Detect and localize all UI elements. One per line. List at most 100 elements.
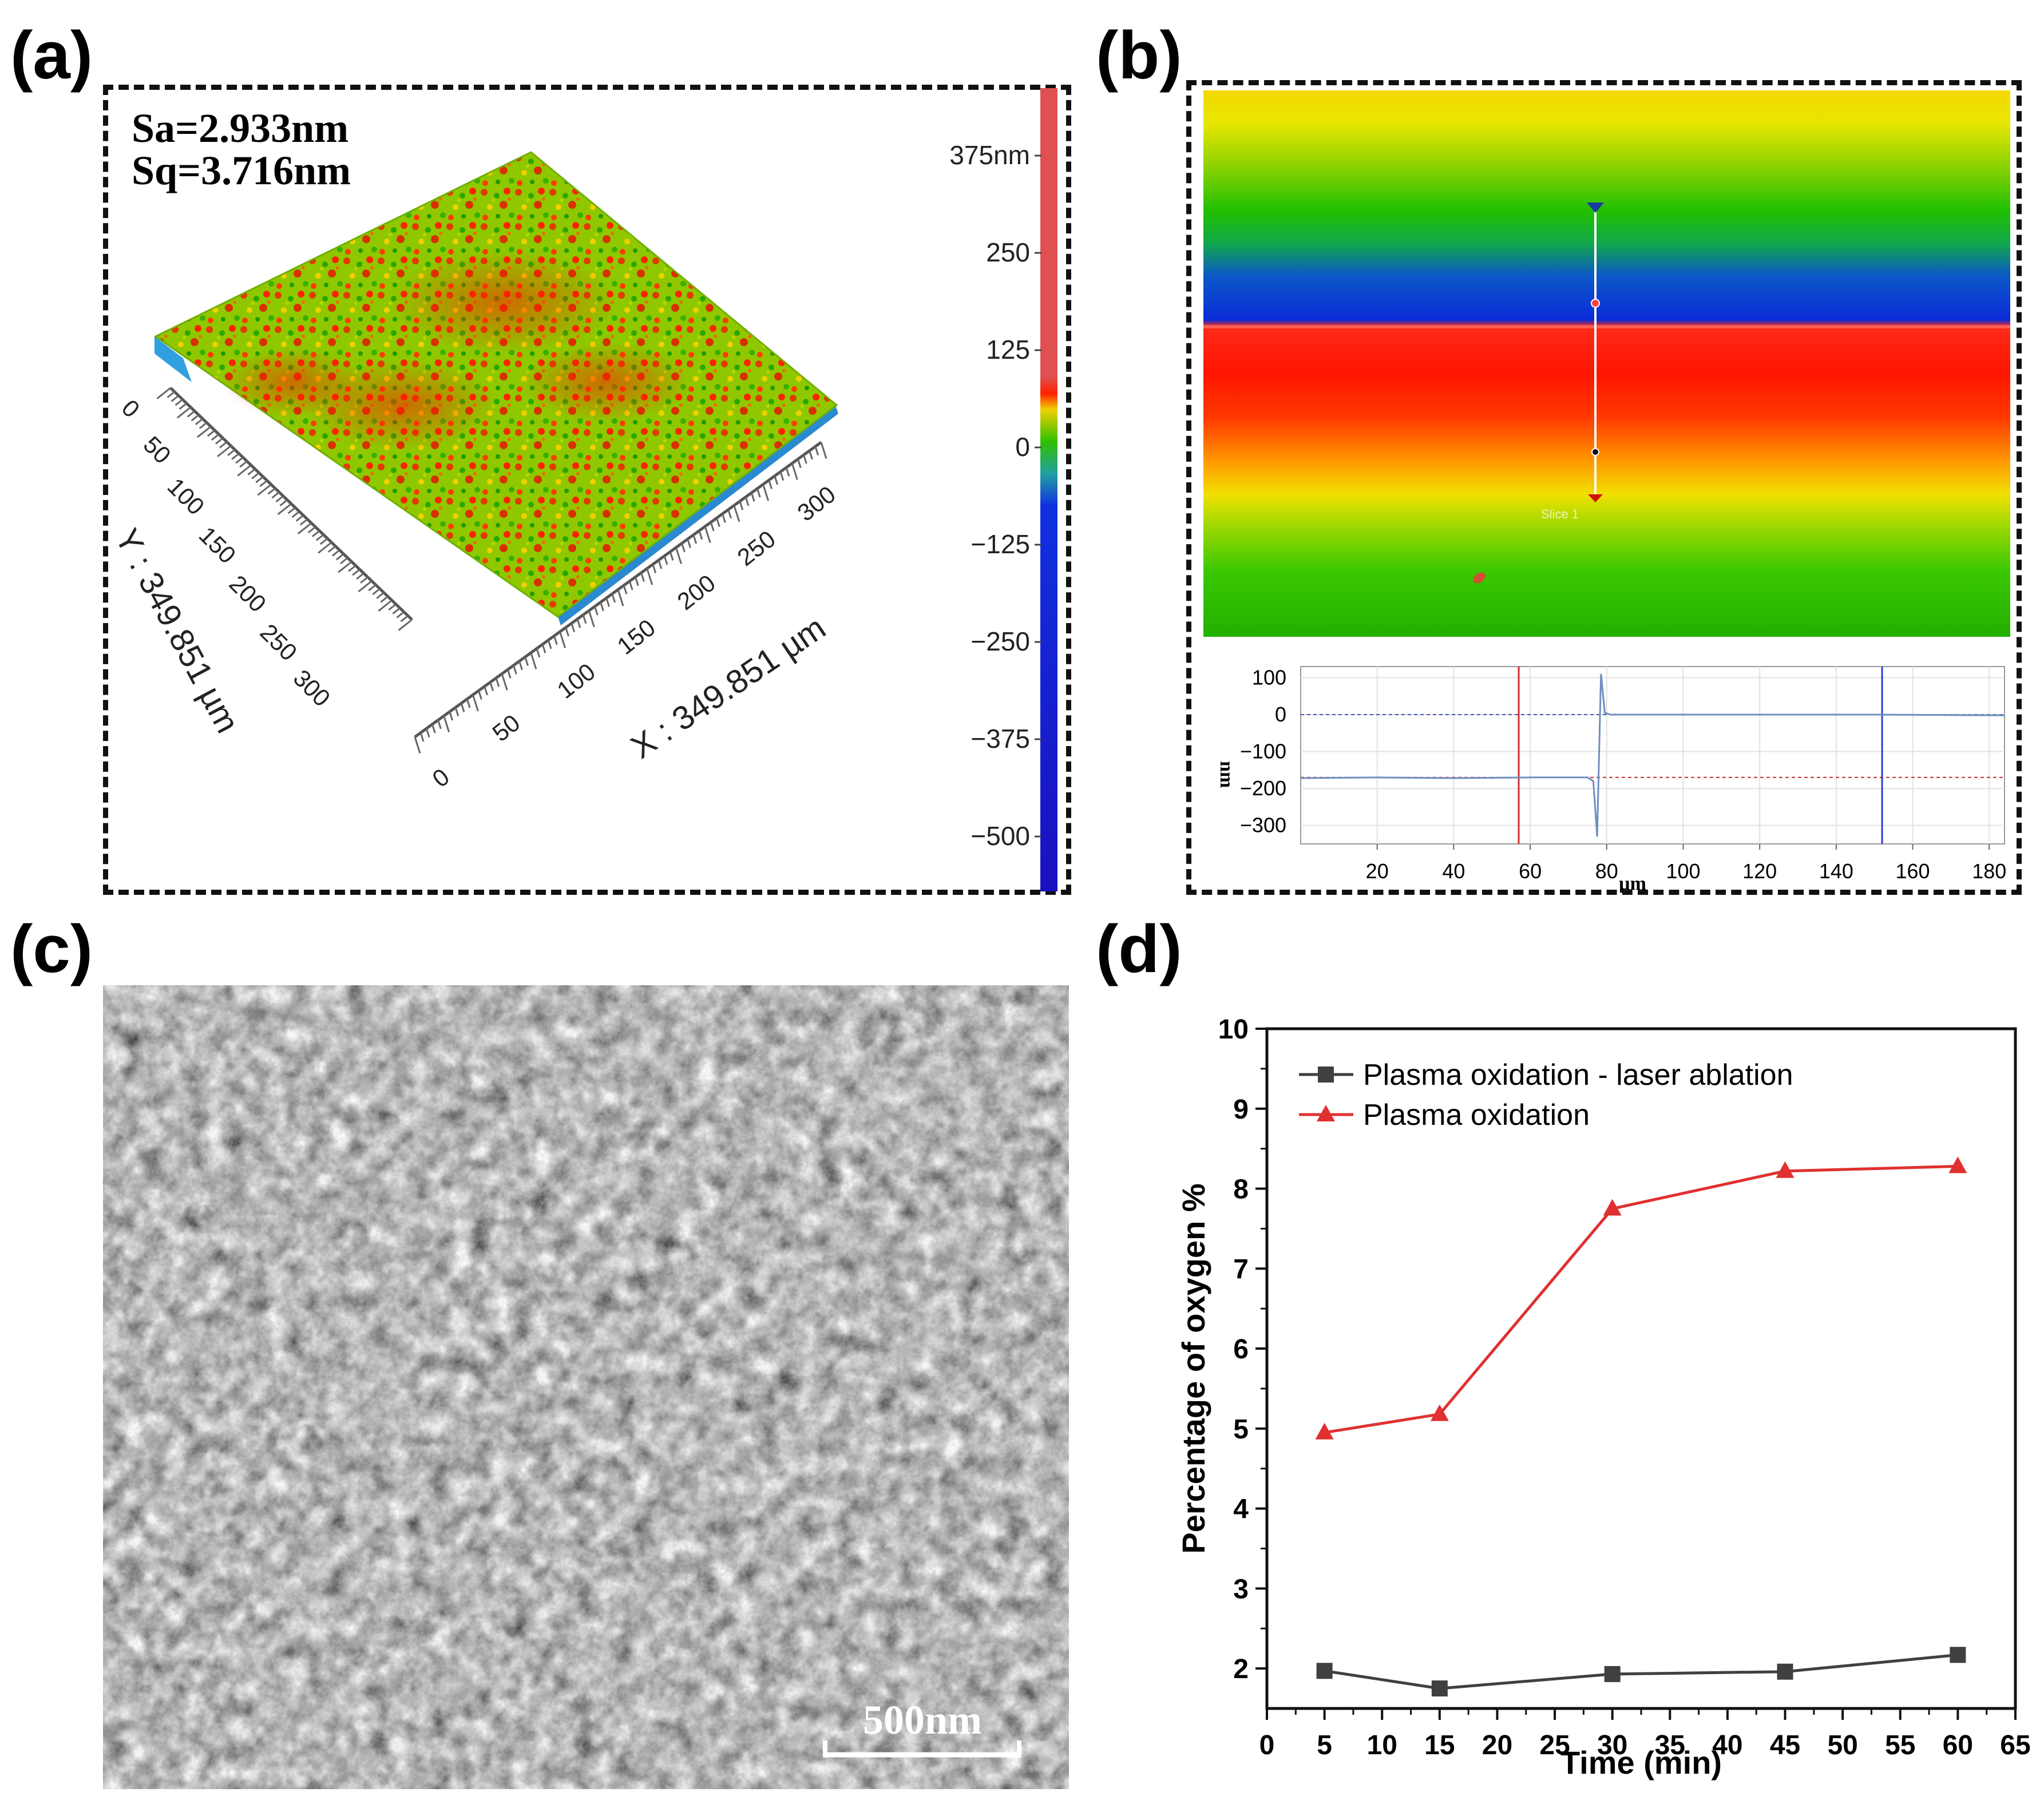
colorbar-tick-label: 250 [986,237,1030,267]
y-axis-tick [396,611,405,618]
legend-triangle-marker [1317,1105,1335,1121]
x-axis-tick [791,463,798,480]
surface-red-region-4 [223,348,361,417]
y-axis-tick [257,483,272,496]
y-axis-tick [400,615,409,623]
colorbar-tick-label: 125 [986,335,1030,364]
x-axis-tick [722,513,726,523]
x-axis-tick [820,442,827,459]
y-tick-label: 300 [288,664,336,712]
y-axis-tick [171,395,180,402]
oxygen-xlabel: Time (min) [1560,1745,1722,1781]
oxygen-y-tick-label: 9 [1233,1095,1249,1125]
triangle-marker [1315,1422,1334,1440]
y-axis-tick [327,545,336,553]
x-axis-tick [768,479,773,489]
y-tick-label: 0 [117,394,145,423]
profile-x-tick-label: 120 [1742,859,1777,883]
surface-side-left [155,336,192,382]
x-axis-tick [437,720,442,729]
x-axis-tick [553,635,558,645]
x-axis-tick [571,623,576,633]
oxygen-x-tick-label: 40 [1712,1730,1742,1761]
x-axis-tick [756,488,761,498]
y-axis-tick [207,430,216,437]
y-tick-label: 250 [255,618,303,666]
y-axis-tick [388,603,397,611]
oxygen-y-tick-label: 4 [1233,1494,1249,1525]
x-axis-tick [600,602,604,612]
y-axis-tick [227,449,236,457]
y-axis-tick [338,561,352,573]
x-axis-tick [739,501,744,510]
oxygen-y-tick-label: 5 [1233,1414,1249,1445]
y-axis-tick [315,534,324,541]
oxygen-x-tick-label: 20 [1482,1730,1512,1761]
x-axis-tick [425,728,430,738]
square-marker [1950,1647,1966,1663]
profile-x-tick-label: 100 [1666,859,1700,883]
y-axis-tick [179,402,188,410]
x-axis-tick [489,681,494,692]
surface-shade [154,151,838,618]
square-marker [1431,1680,1448,1697]
surface-top [156,152,837,617]
profile-ylabel: nm [1216,761,1237,788]
x-axis-tick [710,522,715,532]
oxygen-y-tick-label: 10 [1218,1014,1249,1045]
x-axis-tick [495,677,500,687]
y-axis-tick [217,445,232,458]
y-axis-tick [311,530,320,537]
oxygen-x-tick-label: 0 [1259,1730,1275,1761]
x-axis-tick [518,661,523,671]
x-axis-tick [698,530,703,540]
surface-side-front [558,405,838,625]
x-axis-tick [524,656,529,666]
x-axis-tick [484,686,488,696]
x-axis-tick [593,606,599,616]
colorbar-tick-label: −375 [970,724,1030,754]
series-line [1324,1164,1958,1434]
y-axis-tick [307,526,316,534]
oxygen-y-tick-label: 8 [1233,1175,1249,1205]
colorbar-tick-label: −125 [970,529,1030,559]
colorbar-tick-label: −500 [970,821,1030,851]
sem-grain [103,985,1069,1789]
x-axis-tick [663,556,668,565]
legend-label: Plasma oxidation [1363,1099,1590,1132]
y-axis-tick [251,472,260,479]
scale-bar: 500nm [823,1697,1021,1758]
x-axis-tick [623,585,628,594]
oxygen-x-tick-label: 5 [1317,1730,1332,1761]
x-axis-tick [443,715,450,733]
y-axis-tick [235,457,244,464]
y-axis-tick [297,522,312,535]
x-axis-tick [675,547,682,564]
y-axis-tick [231,453,240,460]
oxygen-y-tick-label: 7 [1233,1254,1249,1284]
oxygen-x-tick-label: 65 [2000,1730,2030,1761]
x-axis-tick [779,471,785,481]
profile-plot-area [1300,666,2005,845]
panel-label-a: (a) [10,18,93,93]
x-axis-tick [541,644,546,653]
step-edge [1203,325,2010,328]
profile-x-tick-label: 60 [1519,859,1542,883]
profile-chart: 20 40 60 80 100 120 140 160 180 100 0 −100 −200 −300… [1216,665,2006,893]
y-axis-tick [317,541,332,554]
y-axis-tick [267,487,276,495]
panel-b-frame [1186,80,2022,895]
oxygen-x-tick-label: 10 [1367,1730,1397,1761]
panel-label-c: (c) [10,911,93,987]
x-axis-tick [774,475,779,485]
profile-y-tick-label: −200 [1240,776,1286,800]
colorbar-tick-label: −250 [970,627,1030,656]
oxygen-x-tick-label: 50 [1827,1730,1857,1761]
y-axis-tick [167,391,175,398]
square-marker [1777,1663,1793,1680]
y-axis-tick [219,441,228,449]
triangle-marker [1948,1156,1967,1173]
x-axis-tick [727,509,732,519]
y-axis-tick [336,553,344,561]
x-axis-tick [454,707,459,717]
